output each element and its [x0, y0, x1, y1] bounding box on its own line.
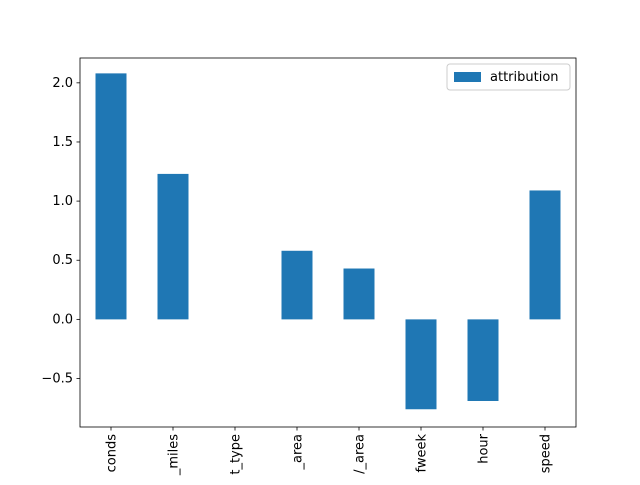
y-tick-label-4: 1.5 — [52, 135, 73, 150]
y-tick-label-2: 0.5 — [52, 253, 73, 268]
legend-label: attribution — [490, 70, 559, 85]
x-tick-label-6: hour — [477, 433, 492, 463]
x-tick-label-4: /_area — [353, 434, 368, 474]
bar-0 — [95, 73, 127, 320]
axes: −0.5 0.0 0.5 1.0 1.5 2.0 conds _miles t_type _are… — [41, 57, 577, 476]
bar-1 — [157, 173, 189, 320]
y-tick-label-5: 2.0 — [52, 76, 73, 91]
x-tick-labels: conds _miles t_type _area /_area fweek hour spe… — [105, 433, 554, 476]
axes-frame — [79, 57, 577, 428]
bar-3 — [281, 250, 313, 320]
y-tick-label-0: −0.5 — [41, 372, 73, 387]
x-tick-label-2: t_type — [229, 434, 244, 475]
bar-5 — [405, 319, 437, 410]
bar-7 — [529, 190, 561, 320]
legend-box — [446, 63, 571, 91]
x-tick-label-3: _area — [291, 434, 306, 471]
y-tick-label-3: 1.0 — [52, 194, 73, 209]
bar-6 — [467, 319, 499, 401]
x-tick-label-5: fweek — [415, 434, 430, 473]
bar-4 — [343, 268, 375, 320]
legend: attribution — [446, 63, 571, 91]
plot-area — [95, 73, 561, 410]
x-tick-label-0: conds — [105, 434, 120, 473]
y-tick-label-1: 0.0 — [52, 312, 73, 327]
legend-swatch — [454, 72, 481, 82]
x-tick-label-7: speed — [539, 434, 554, 473]
x-tick-label-1: _miles — [167, 434, 182, 476]
